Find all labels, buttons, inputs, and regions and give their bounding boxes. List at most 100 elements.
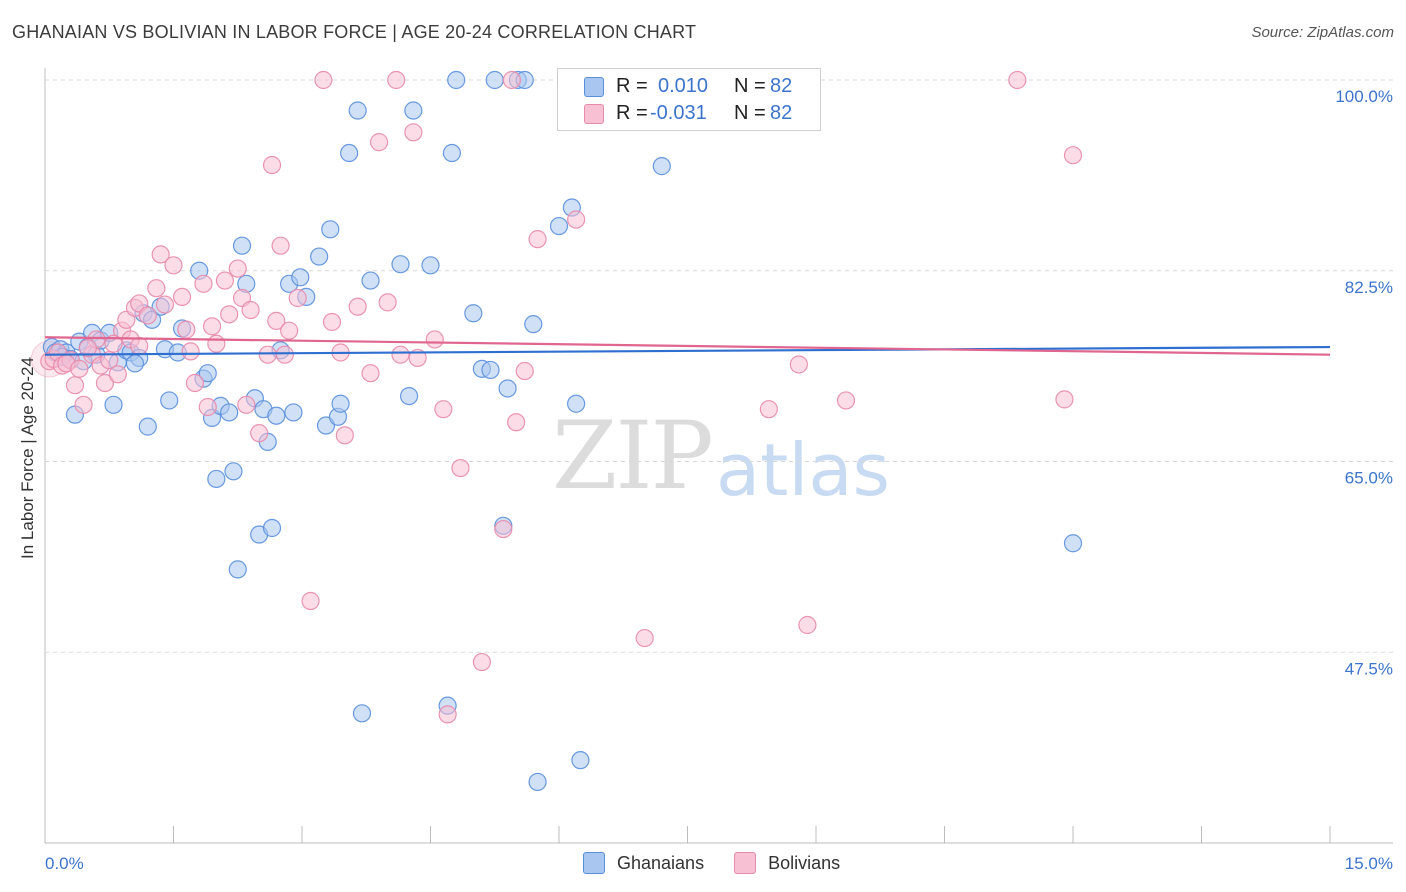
bolivian-point — [391, 345, 410, 364]
bolivian-point — [155, 295, 175, 314]
bolivian-point — [262, 155, 282, 175]
bolivian-point — [288, 288, 307, 308]
y-tick-label: 100.0% — [1335, 87, 1393, 106]
ghanaian-point — [498, 379, 517, 398]
ghanaian-point — [567, 394, 586, 413]
bolivian-point — [130, 336, 149, 356]
ghanaian-point — [481, 360, 500, 380]
bolivian-point — [451, 458, 470, 478]
ghanaian-point — [232, 236, 252, 255]
legend-item-ghanaians: Ghanaians — [583, 852, 704, 874]
ghanaian-point — [267, 406, 286, 425]
ghanaian-point — [399, 387, 419, 406]
bolivian-point — [507, 413, 526, 432]
legend-r-value: -0.031 — [650, 101, 707, 124]
legend-swatch-blue — [583, 852, 605, 874]
ghanaian-point — [1063, 534, 1083, 553]
bolivian-point — [220, 305, 239, 324]
bolivian-point — [202, 317, 222, 336]
legend-n-label: N = — [734, 74, 766, 97]
bolivian-point — [408, 348, 427, 368]
bolivian-point — [228, 259, 247, 278]
ghanaian-point — [224, 462, 243, 481]
x-tick-label: 15.0% — [1345, 854, 1393, 873]
bolivian-point — [215, 271, 234, 290]
bolivian-point — [185, 373, 205, 393]
bolivian-point — [425, 330, 444, 349]
legend-swatch-pink — [584, 104, 604, 124]
legend-r-label: R = — [616, 101, 648, 124]
ghanaian-point — [447, 70, 466, 90]
bolivian-point — [361, 364, 380, 383]
ghanaian-point — [340, 143, 359, 163]
legend-n-label: N = — [734, 101, 766, 124]
ghanaian-point — [321, 220, 340, 239]
ghanaian-point — [421, 256, 440, 275]
ghanaian-point — [361, 271, 380, 290]
bolivian-point — [172, 287, 192, 307]
bolivian-point — [95, 373, 115, 393]
bolivian-point — [65, 376, 85, 395]
legend-label-bolivians: Bolivians — [768, 852, 841, 873]
bolivian-point — [567, 210, 586, 229]
chart-title: GHANAIAN VS BOLIVIAN IN LABOR FORCE | AG… — [12, 22, 697, 42]
ghanaian-point — [571, 751, 590, 770]
bolivian-trend-line — [44, 336, 1331, 356]
ghanaian-point — [652, 157, 671, 176]
ghanaian-point — [104, 395, 123, 414]
bolivian-point — [335, 426, 354, 445]
ghanaian-point — [125, 354, 145, 373]
bolivian-point — [378, 293, 397, 312]
bolivian-point — [151, 245, 170, 264]
ghanaian-point — [291, 268, 310, 287]
y-tick-label: 82.5% — [1345, 278, 1393, 297]
bolivian-point — [789, 355, 808, 374]
bolivian-point — [528, 230, 547, 249]
bolivian-point — [322, 312, 342, 332]
bolivian-point — [798, 615, 817, 635]
bolivian-point — [515, 361, 534, 381]
legend-r-value: 0.010 — [658, 74, 709, 97]
ghanaian-point — [198, 364, 217, 383]
bolivian-point — [836, 391, 856, 410]
ghanaian-point — [138, 417, 157, 436]
watermark-zip: ZIP — [552, 402, 714, 511]
legend-swatch-pink — [734, 852, 757, 874]
ghanaian-point — [391, 255, 410, 274]
ghanaian-point — [220, 403, 239, 422]
bolivian-point — [494, 519, 513, 539]
bolivian-point — [370, 133, 389, 152]
bolivian-point — [472, 652, 491, 672]
ghanaian-point — [524, 315, 543, 334]
ghanaian-point — [207, 469, 226, 489]
bolivian-point — [502, 70, 521, 90]
bolivian-point — [78, 339, 97, 358]
ghanaian-point — [160, 391, 179, 410]
y-tick-label: 65.0% — [1345, 469, 1393, 488]
ghanaian-point — [549, 216, 569, 236]
bolivian-point — [198, 397, 217, 417]
bolivian-point — [194, 274, 213, 293]
bolivian-point — [177, 320, 196, 339]
bolivian-point — [138, 306, 157, 325]
bolivian-point — [434, 400, 453, 419]
ghanaian-point — [464, 304, 483, 323]
bolivian-point — [147, 279, 166, 298]
bolivian-point — [258, 345, 277, 364]
bolivian-point — [1055, 390, 1074, 409]
ghanaian-point — [310, 247, 329, 266]
bolivian-point — [275, 345, 294, 364]
bolivian-point — [181, 342, 200, 361]
y-axis-label: In Labor Force | Age 20-24 — [18, 357, 37, 559]
legend-n-value: 82 — [770, 74, 793, 97]
bolivian-point — [280, 321, 299, 340]
ghanaian-point — [528, 772, 547, 792]
series-legend: Ghanaians Bolivians — [583, 852, 870, 874]
ghanaian-point — [485, 70, 504, 90]
bolivian-point — [104, 334, 123, 353]
bolivian-point — [237, 395, 256, 414]
bolivian-point — [271, 236, 290, 255]
source-label: Source: ZipAtlas.com — [1251, 24, 1394, 41]
ghanaian-point — [228, 560, 247, 579]
bolivian-point — [314, 70, 333, 90]
